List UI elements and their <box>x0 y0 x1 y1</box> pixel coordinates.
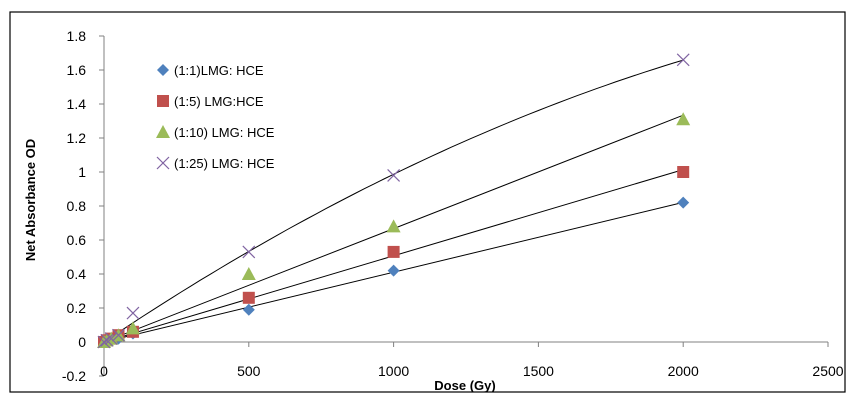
x-stroke <box>676 53 690 67</box>
y-tick-label: 0 <box>78 334 86 350</box>
x-stroke <box>126 306 140 320</box>
data-point-x <box>242 245 256 259</box>
x-tick-label: 1500 <box>523 363 554 379</box>
legend-label: (1:25) LMG: HCE <box>174 156 275 171</box>
x-stroke <box>104 332 118 346</box>
legend-label: (1:5) LMG:HCE <box>174 94 264 109</box>
y-tick-label: 1 <box>78 164 86 180</box>
data-point-diamond <box>677 196 690 209</box>
x-tick-label: 1000 <box>378 363 409 379</box>
data-point-x <box>112 328 125 342</box>
y-tick-label: 0.4 <box>67 266 87 282</box>
y-tick-label: 0.8 <box>67 198 87 214</box>
y-axis-title: Net Absorbance OD <box>23 139 38 261</box>
data-point-x <box>156 156 170 170</box>
data-point-x <box>97 335 111 349</box>
x-stroke <box>242 245 256 259</box>
data-markers <box>97 53 691 349</box>
legend: (1:1)LMG: HCE (1:5) LMG:HCE (1:10) LMG: HC… <box>156 63 275 171</box>
x-stroke <box>387 168 401 182</box>
y-tick-label: -0.2 <box>62 368 86 384</box>
x-stroke <box>112 328 125 342</box>
data-point-diamond <box>242 303 255 316</box>
legend-label: (1:10) LMG: HCE <box>174 125 275 140</box>
data-point-square <box>387 245 400 258</box>
x-axis-title: Dose (Gy) <box>434 378 495 393</box>
data-point-x <box>126 306 140 320</box>
data-point-triangle <box>125 321 140 335</box>
data-point-x <box>100 333 114 347</box>
x-tick-label: 2000 <box>668 363 699 379</box>
x-stroke <box>156 156 170 170</box>
legend-label: (1:1)LMG: HCE <box>174 63 264 78</box>
data-point-x <box>676 53 690 67</box>
chart-frame <box>9 11 846 393</box>
x-stroke <box>97 335 111 349</box>
axes: -0.2 0 0.2 0.4 0.6 0.8 1 1.2 1.4 1.6 1.8 0 500 1000 15… <box>62 28 844 384</box>
x-stroke <box>100 333 114 347</box>
data-point-triangle <box>676 112 691 126</box>
data-point-x <box>104 332 118 346</box>
data-point-square <box>157 95 169 107</box>
y-tick-label: 1.6 <box>67 62 87 78</box>
data-point-square <box>242 291 255 304</box>
y-tick-label: 1.8 <box>67 28 87 44</box>
y-tick-label: 1.4 <box>67 96 87 112</box>
data-point-square <box>677 166 690 178</box>
trendline <box>103 59 684 343</box>
data-point-diamond <box>387 264 400 277</box>
data-point-x <box>387 168 401 182</box>
x-tick-label: 2500 <box>812 363 843 379</box>
x-tick-label: 500 <box>237 363 261 379</box>
y-tick-label: 1.2 <box>67 130 87 146</box>
y-tick-label: 0.2 <box>67 300 87 316</box>
x-tick-label: 0 <box>100 363 108 379</box>
y-tick-label: 0.6 <box>67 232 87 248</box>
data-point-triangle <box>156 125 170 138</box>
data-point-triangle <box>386 219 401 233</box>
data-point-diamond <box>157 64 169 76</box>
data-point-triangle <box>241 267 256 280</box>
